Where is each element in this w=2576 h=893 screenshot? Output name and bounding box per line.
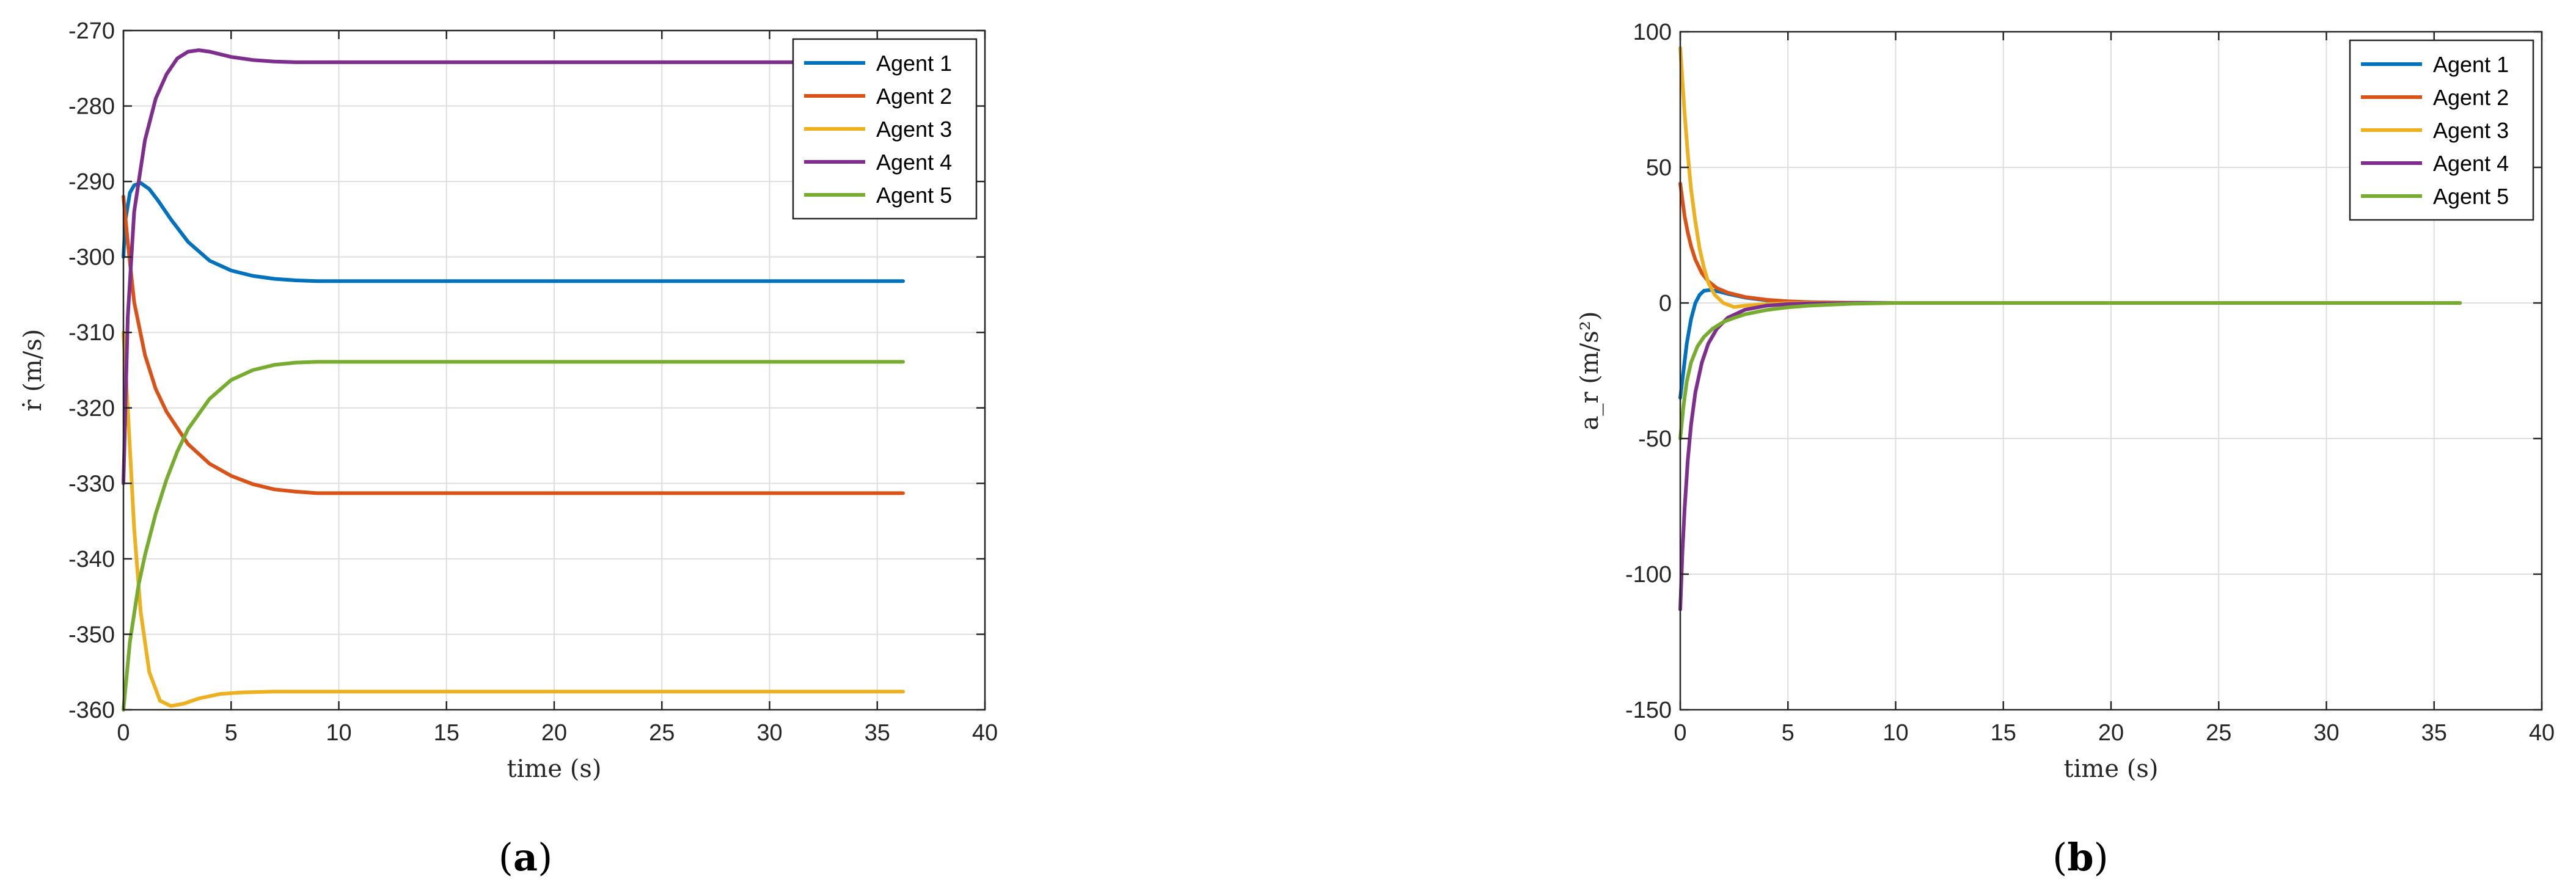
x-tick-label: 40 <box>972 720 998 746</box>
panel-caption: (a) <box>499 835 553 880</box>
legend: Agent 1 Agent 2 Agent 3 Agent 4 Agent 5 <box>2349 39 2534 221</box>
x-axis-label: time (s) <box>2064 755 2159 783</box>
caption-close: ) <box>2094 835 2109 880</box>
chart-panel-b: 0 5 10 15 20 25 30 35 40 -150 -100 -50 0 50 100 time (s… <box>1576 20 2555 880</box>
y-tick-label: -360 <box>68 698 115 723</box>
legend-item: Agent 4 <box>2361 151 2509 176</box>
x-tick-label: 40 <box>2529 720 2555 746</box>
y-tick-label: -340 <box>68 547 115 572</box>
legend-item: Agent 3 <box>804 117 952 142</box>
legend-label: Agent 3 <box>876 117 952 142</box>
legend-label: Agent 5 <box>2433 184 2509 209</box>
y-tick-label: -280 <box>68 94 115 120</box>
chart-panel-a: 0 5 10 15 20 25 30 35 40 -360 -350 -340 -330 -320 -310… <box>19 18 998 880</box>
caption-open: ( <box>499 835 513 880</box>
legend-item: Agent 4 <box>804 150 952 175</box>
legend-item: Agent 3 <box>2361 118 2509 143</box>
x-tick-label: 5 <box>225 720 238 746</box>
legend-label: Agent 5 <box>876 183 952 208</box>
x-tick-label: 25 <box>649 720 675 746</box>
x-tick-label: 25 <box>2206 720 2231 746</box>
legend-label: Agent 2 <box>2433 85 2509 110</box>
caption-letter: b <box>2067 835 2093 880</box>
y-tick-label: -300 <box>68 245 115 271</box>
y-tick-label: -290 <box>68 169 115 195</box>
y-tick-label: -50 <box>1638 426 1672 452</box>
x-tick-label: 0 <box>117 720 130 746</box>
y-tick-label: -100 <box>1625 562 1672 588</box>
y-tick-label: -330 <box>68 471 115 497</box>
caption-close: ) <box>538 835 552 880</box>
x-tick-label: 15 <box>1991 720 2016 746</box>
series-line-agent-4 <box>122 48 905 486</box>
x-tick-label: 35 <box>865 720 890 746</box>
x-tick-label: 20 <box>2098 720 2124 746</box>
legend-item: Agent 1 <box>2361 52 2509 77</box>
y-tick-label: -270 <box>68 18 115 44</box>
y-tick-label: -320 <box>68 396 115 421</box>
series-line-agent-1 <box>122 181 905 283</box>
x-tick-label: 15 <box>434 720 459 746</box>
legend-item: Agent 5 <box>2361 184 2509 209</box>
legend-label: Agent 1 <box>876 51 952 76</box>
y-tick-label: 0 <box>1659 291 1672 316</box>
x-tick-label: 35 <box>2421 720 2447 746</box>
legend-item: Agent 5 <box>804 183 952 208</box>
legend-item: Agent 2 <box>804 84 952 109</box>
x-tick-label: 5 <box>1782 720 1795 746</box>
legend-item: Agent 1 <box>804 51 952 76</box>
y-tick-label: 50 <box>1646 155 1672 181</box>
legend-item: Agent 2 <box>2361 85 2509 110</box>
y-tick-label: -350 <box>68 622 115 647</box>
legend-label: Agent 2 <box>876 84 952 109</box>
y-tick-label: -150 <box>1625 698 1672 723</box>
legend-label: Agent 3 <box>2433 118 2509 143</box>
panel-caption: (b) <box>2052 835 2109 880</box>
series-line-agent-2 <box>122 194 905 495</box>
x-tick-label: 0 <box>1674 720 1686 746</box>
x-axis-label: time (s) <box>507 755 602 783</box>
x-tick-label: 30 <box>756 720 782 746</box>
x-tick-label: 10 <box>326 720 351 746</box>
y-axis-label: a_r (m/s²) <box>1576 312 1604 431</box>
series-line-agent-5 <box>1678 301 2462 440</box>
series-line-agent-5 <box>122 360 905 712</box>
x-tick-label: 30 <box>2313 720 2339 746</box>
y-axis-label: ṙ (m/s) <box>19 329 47 412</box>
x-tick-label: 20 <box>541 720 567 746</box>
caption-open: ( <box>2052 835 2067 880</box>
legend-label: Agent 1 <box>2433 52 2509 77</box>
legend-label: Agent 4 <box>2433 151 2509 176</box>
legend: Agent 1 Agent 2 Agent 3 Agent 4 Agent 5 <box>792 38 978 220</box>
y-tick-label: 100 <box>1633 20 1672 45</box>
x-tick-label: 10 <box>1883 720 1908 746</box>
y-tick-label: -310 <box>68 320 115 346</box>
caption-letter: a <box>513 835 538 880</box>
legend-label: Agent 4 <box>876 150 952 175</box>
